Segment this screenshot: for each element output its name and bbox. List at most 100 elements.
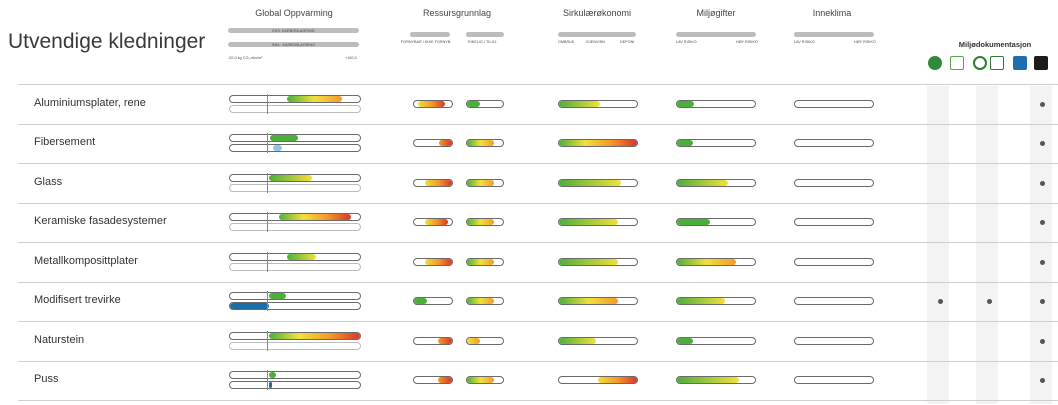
gw-incl-bar: [229, 223, 361, 232]
gw-zero-line: [267, 172, 268, 193]
gw-incl-bar-fill: [272, 145, 282, 152]
gw-excl-bar-fill: [269, 293, 286, 300]
gw-excl-bar: [229, 213, 361, 222]
gw-incl-bar: [229, 381, 361, 390]
ressurs-b-bar: [466, 99, 504, 108]
ressurs-b-bar: [466, 139, 504, 148]
doc-dot: [1040, 299, 1045, 305]
page-title: Utvendige kledninger: [8, 30, 206, 53]
gw-excl-bar-fill: [279, 214, 351, 221]
column-header-miljogifter: Miljøgifter: [696, 8, 736, 18]
legend-label-sirk-1: OMBRUK: [558, 40, 575, 44]
m1-icon: [1013, 56, 1027, 70]
legend-bar-excl: [228, 28, 359, 33]
doc-column-shade: [976, 86, 998, 404]
ressurs-a-bar-fill: [424, 219, 449, 226]
gw-incl-bar: [229, 302, 361, 311]
sirkular-bar: [558, 178, 638, 187]
row-label: Glass: [34, 175, 63, 188]
column-header-ressurs: Ressursgrunnlag: [422, 8, 492, 18]
inneklima-bar: [794, 218, 874, 227]
legend-bar-miljogifter: [676, 32, 756, 37]
gw-incl-bar-fill: [230, 303, 269, 310]
miljogifter-bar-fill: [677, 219, 710, 226]
gw-excl-bar: [229, 94, 361, 103]
sirkular-bar-fill: [559, 179, 622, 186]
ressurs-a-bar: [413, 257, 453, 266]
ressurs-a-bar: [413, 178, 453, 187]
gw-incl-bar: [229, 262, 361, 271]
documentation-title: Miljødokumentasjon: [958, 40, 1032, 49]
ressurs-a-bar: [413, 297, 453, 306]
gw-excl-bar-fill: [287, 253, 316, 260]
sirkular-bar: [558, 139, 638, 148]
fsc-icon: [990, 56, 1004, 70]
row-label: Puss: [34, 373, 59, 386]
row-label: Naturstein: [34, 333, 85, 346]
ressurs-a-bar: [413, 99, 453, 108]
miljogifter-bar: [676, 257, 756, 266]
gw-excl-bar: [229, 292, 361, 301]
legend-label-inne-high: HØY RISIKO: [854, 40, 876, 44]
ressurs-b-bar: [466, 257, 504, 266]
doc-dot: [1040, 378, 1045, 384]
gw-excl-bar: [229, 371, 361, 380]
row-divider: [18, 242, 1058, 243]
sirkular-bar: [558, 336, 638, 345]
ressurs-b-bar-fill: [467, 100, 480, 107]
gw-excl-bar-fill: [287, 95, 342, 102]
miljogifter-bar: [676, 297, 756, 306]
ressurs-b-bar: [466, 218, 504, 227]
ressurs-b-bar: [466, 178, 504, 187]
row-divider: [18, 123, 1058, 125]
gw-incl-bar: [229, 341, 361, 350]
miljogifter-bar: [676, 336, 756, 345]
miljogifter-bar: [676, 139, 756, 148]
sirkular-bar-fill: [559, 140, 637, 147]
ressurs-a-bar-fill: [437, 377, 452, 384]
gw-excl-bar: [229, 252, 361, 261]
doc-dot: [1040, 101, 1045, 107]
legend-label-ressurs-a: FORNYBAR / IKKE FORNYB.: [401, 40, 452, 44]
gw-zero-line: [267, 370, 268, 391]
legend-bar-ressurs-b: [466, 32, 504, 37]
gw-zero-line: [267, 212, 268, 233]
gw-zero-line: [267, 251, 268, 272]
inneklima-bar: [794, 376, 874, 385]
doc-column-shade: [1030, 86, 1052, 404]
ressurs-a-bar-fill: [414, 298, 428, 305]
ressurs-b-bar: [466, 376, 504, 385]
pefc-icon: [973, 56, 987, 70]
gw-incl-bar: [229, 183, 361, 192]
gw-zero-line: [267, 93, 268, 114]
sirkular-bar-fill: [559, 258, 618, 265]
inneklima-bar: [794, 297, 874, 306]
row-label: Fibersement: [34, 136, 96, 149]
gw-incl-bar: [229, 144, 361, 153]
miljogifter-bar-fill: [677, 179, 728, 186]
inneklima-bar: [794, 336, 874, 345]
row-label: Metallkompositt­plater: [34, 254, 138, 267]
row-label: Aluminiumsplater, rene: [34, 96, 146, 109]
legend-label-inne-low: LAV RISIKO: [794, 40, 815, 44]
sirkular-bar: [558, 218, 638, 227]
miljogifter-bar-fill: [677, 337, 693, 344]
gw-excl-bar-fill: [269, 332, 360, 339]
inneklima-bar: [794, 178, 874, 187]
ressurs-a-bar: [413, 376, 453, 385]
ressurs-a-bar-fill: [437, 337, 452, 344]
sirkular-bar: [558, 257, 638, 266]
column-header-sirkular: Sirkulærøkonomi: [562, 8, 631, 18]
miljogifter-bar: [676, 218, 756, 227]
row-divider: [18, 400, 1058, 401]
doc-dot: [1040, 180, 1045, 186]
legend-label-excl: EKS. KARBONLAGRING: [272, 29, 315, 33]
legend-bar-incl: [228, 42, 359, 47]
sirkular-bar-fill: [559, 337, 597, 344]
ressurs-a-bar-fill: [417, 100, 446, 107]
ressurs-a-bar: [413, 336, 453, 345]
inneklima-bar: [794, 99, 874, 108]
header-divider: [18, 84, 1058, 85]
sirkular-bar-fill: [559, 100, 600, 107]
column-header-inneklima: Inneklima: [812, 8, 852, 18]
